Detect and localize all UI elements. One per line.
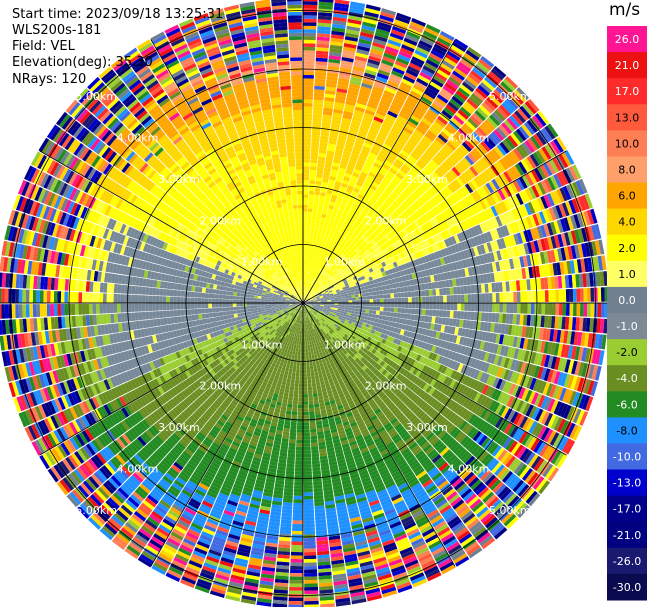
- colorbar-swatch: [607, 417, 647, 444]
- colorbar-swatch: [607, 182, 647, 210]
- colorbar-swatch: [607, 26, 647, 53]
- nrays-label: NRays: 120: [12, 72, 87, 87]
- range-ring-label: 2.00km: [200, 214, 242, 227]
- colorbar-tick-label: 4.0: [618, 216, 636, 229]
- colorbar-swatch: [607, 52, 647, 79]
- elevation-label: Elevation(deg): 35.30: [12, 55, 153, 70]
- colorbar-tick-label: 1.0: [618, 268, 636, 281]
- colorbar-swatch: [607, 234, 647, 262]
- colorbar-tick-label: 21.0: [615, 59, 640, 72]
- colorbar-tick-label: -4.0: [616, 372, 637, 385]
- start-time-label: Start time: 2023/09/18 13:25:31: [12, 7, 224, 22]
- range-ring-label: 3.00km: [158, 173, 200, 186]
- colorbar-swatch: [607, 130, 647, 157]
- colorbar-tick-label: -1.0: [616, 320, 637, 333]
- colorbar-swatch: [607, 208, 647, 236]
- range-ring-label: 5.00km: [489, 504, 531, 517]
- azimuth-line: [302, 39, 456, 304]
- colorbar-tick-label: 8.0: [618, 164, 636, 177]
- colorbar-tick-label: -17.0: [613, 503, 641, 516]
- azimuth-line: [150, 302, 304, 567]
- azimuth-line: [39, 302, 304, 456]
- colorbar-swatch: [607, 104, 647, 131]
- colorbar-swatch: [607, 391, 647, 418]
- range-ring-label: 5.00km: [75, 504, 117, 517]
- range-ring-label: 5.00km: [75, 90, 117, 103]
- colorbar-unit: m/s: [609, 0, 641, 20]
- colorbar-swatch: [607, 260, 647, 288]
- range-ring-label: 1.00km: [324, 256, 366, 269]
- field-label: Field: VEL: [12, 39, 75, 54]
- colorbar-tick-label: -2.0: [616, 346, 637, 359]
- instrument-label: WLS200s-181: [12, 23, 102, 38]
- range-ring-label: 1.00km: [324, 338, 366, 351]
- range-ring-label: 4.00km: [448, 463, 490, 476]
- colorbar-swatch: [607, 78, 647, 105]
- colorbar-tick-label: -6.0: [616, 398, 637, 411]
- range-ring-label: 4.00km: [117, 132, 159, 145]
- colorbar-swatch: [607, 495, 647, 523]
- colorbar-swatch: [607, 286, 647, 314]
- colorbar-tick-label: -8.0: [616, 424, 637, 437]
- azimuth-line: [302, 302, 456, 567]
- colorbar-swatch: [607, 469, 647, 497]
- range-ring-label: 1.00km: [241, 256, 283, 269]
- range-ring-label: 3.00km: [158, 421, 200, 434]
- range-ring-label: 4.00km: [448, 132, 490, 145]
- colorbar-tick-label: -13.0: [613, 477, 641, 490]
- colorbar-swatch: [607, 313, 647, 340]
- colorbar-tick-label: -21.0: [613, 529, 641, 542]
- colorbar-swatch: [607, 573, 647, 601]
- range-ring-label: 2.00km: [200, 380, 242, 393]
- colorbar-tick-label: -26.0: [613, 555, 641, 568]
- colorbar-swatch: [607, 339, 647, 366]
- range-ring-label: 5.00km: [489, 90, 531, 103]
- colorbar-tick-label: 13.0: [615, 111, 640, 124]
- colorbar-swatch: [607, 547, 647, 575]
- colorbar-swatch: [607, 521, 647, 549]
- colorbar: 26.0 21.0 17.0 13.0 10.0 8.0 6.0 4.0 2.0 1.0 0.0 -1…: [607, 26, 647, 601]
- azimuth-line: [150, 39, 304, 304]
- colorbar-swatch: [607, 443, 647, 471]
- range-ring-label: 2.00km: [365, 380, 407, 393]
- colorbar-swatch: [607, 365, 647, 392]
- azimuth-line: [302, 150, 567, 304]
- colorbar-tick-label: -30.0: [613, 581, 641, 594]
- azimuth-line: [302, 302, 567, 456]
- colorbar-tick-label: 0.0: [618, 294, 636, 307]
- colorbar-swatch: [607, 156, 647, 184]
- velocity-field: [0, 0, 609, 607]
- range-ring-label: 1.00km: [241, 338, 283, 351]
- colorbar-tick-label: -10.0: [613, 451, 641, 464]
- colorbar-tick-label: 17.0: [615, 85, 640, 98]
- range-ring-label: 3.00km: [406, 421, 448, 434]
- colorbar-tick-label: 10.0: [615, 137, 640, 150]
- polar-grid: [0, 0, 608, 607]
- colorbar-tick-label: 6.0: [618, 190, 636, 203]
- colorbar-tick-label: 2.0: [618, 242, 636, 255]
- range-ring-label: 4.00km: [117, 463, 159, 476]
- azimuth-line: [39, 150, 304, 304]
- range-ring-label: 2.00km: [365, 214, 407, 227]
- range-ring-labels: 1.00km 2.00km 3.00km 4.00km 5.00km 1.00km 2.00…: [75, 90, 530, 517]
- colorbar-tick-label: 26.0: [615, 33, 640, 46]
- range-ring-label: 3.00km: [406, 173, 448, 186]
